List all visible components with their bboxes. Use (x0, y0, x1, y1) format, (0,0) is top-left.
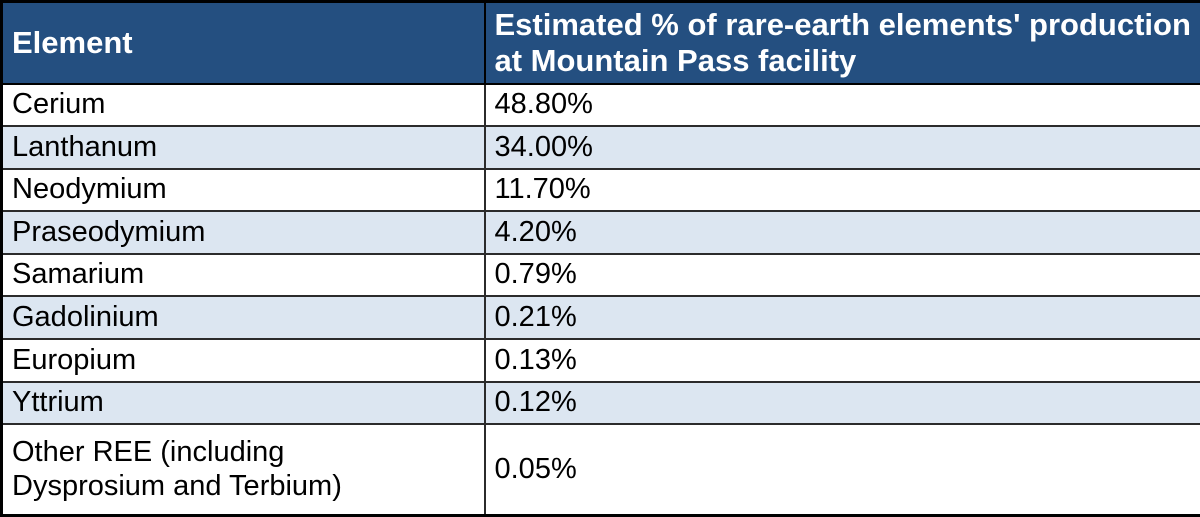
table-row: Gadolinium 0.21% (0, 295, 1200, 340)
table-row: Samarium 0.79% (0, 252, 1200, 298)
value-cell: 4.20% (483, 210, 1200, 255)
element-cell: Gadolinium (0, 295, 486, 340)
element-cell: Other REE (including Dysprosium and Terb… (0, 423, 486, 517)
value-cell: 34.00% (483, 125, 1200, 170)
element-cell: Samarium (0, 252, 486, 298)
element-cell: Europium (0, 337, 486, 383)
value-cell: 0.21% (483, 295, 1200, 340)
table-row: Praseodymium 4.20% (0, 210, 1200, 255)
table-row: Other REE (including Dysprosium and Terb… (0, 423, 1200, 517)
column-header-production: Estimated % of rare-earth elements' prod… (483, 0, 1200, 85)
element-cell: Neodymium (0, 167, 486, 213)
header-row: Element Estimated % of rare-earth elemen… (0, 0, 1200, 85)
table-row: Europium 0.13% (0, 337, 1200, 383)
value-cell: 48.80% (483, 82, 1200, 128)
element-cell: Praseodymium (0, 210, 486, 255)
element-cell: Cerium (0, 82, 486, 128)
table-row: Neodymium 11.70% (0, 167, 1200, 213)
value-cell: 0.79% (483, 252, 1200, 298)
value-cell: 0.13% (483, 337, 1200, 383)
table-row: Cerium 48.80% (0, 82, 1200, 128)
value-cell: 0.05% (483, 423, 1200, 517)
column-header-element: Element (0, 0, 486, 85)
table-row: Yttrium 0.12% (0, 380, 1200, 426)
table-row: Lanthanum 34.00% (0, 125, 1200, 170)
value-cell: 11.70% (483, 167, 1200, 213)
value-cell: 0.12% (483, 380, 1200, 426)
element-cell: Lanthanum (0, 125, 486, 170)
element-cell: Yttrium (0, 380, 486, 426)
